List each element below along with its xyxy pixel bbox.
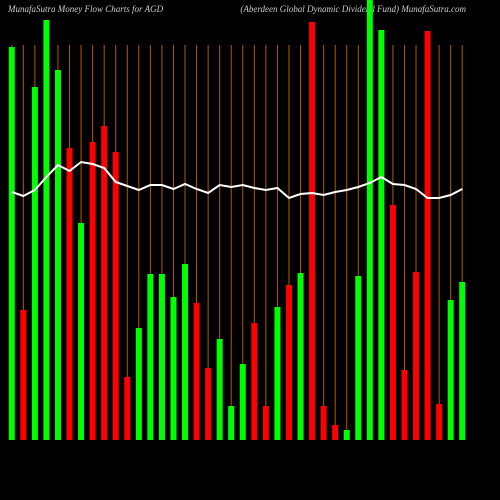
- bar: [447, 300, 454, 440]
- bar: [205, 368, 212, 440]
- bar: [89, 142, 96, 440]
- bar: [251, 323, 258, 440]
- bar: [31, 87, 38, 440]
- bar: [355, 276, 362, 440]
- bar: [182, 264, 189, 440]
- bar: [262, 406, 269, 440]
- bar: [101, 126, 108, 440]
- bar: [320, 406, 327, 440]
- bar: [401, 370, 408, 440]
- bar: [78, 223, 85, 440]
- bar: [124, 377, 131, 440]
- chart-subtitle: (Aberdeen Global Dynamic Dividend Fund) …: [240, 4, 466, 14]
- bar: [170, 297, 177, 440]
- bar: [332, 425, 339, 440]
- bar: [147, 274, 154, 440]
- bar: [459, 282, 466, 440]
- bar: [436, 404, 443, 440]
- bar: [66, 148, 73, 440]
- bar: [285, 285, 292, 440]
- bar: [43, 20, 50, 440]
- bar: [413, 272, 420, 440]
- bar: [239, 364, 246, 440]
- bar: [228, 406, 235, 440]
- bar: [424, 31, 431, 440]
- bar: [158, 274, 165, 440]
- line: [11, 160, 463, 200]
- bar: [216, 339, 223, 440]
- bar: [343, 430, 350, 440]
- bar: [112, 152, 119, 440]
- bar: [20, 310, 27, 440]
- chart-title: MunafaSutra Money Flow Charts for AGD: [7, 4, 164, 14]
- bar: [274, 307, 281, 440]
- bar: [193, 303, 200, 440]
- bar: [309, 22, 316, 440]
- bar: [366, 0, 373, 440]
- bar: [8, 47, 15, 440]
- bar: [54, 70, 61, 440]
- bar: [297, 273, 304, 440]
- bar: [378, 30, 385, 440]
- bar: [389, 205, 396, 440]
- bar: [135, 328, 142, 440]
